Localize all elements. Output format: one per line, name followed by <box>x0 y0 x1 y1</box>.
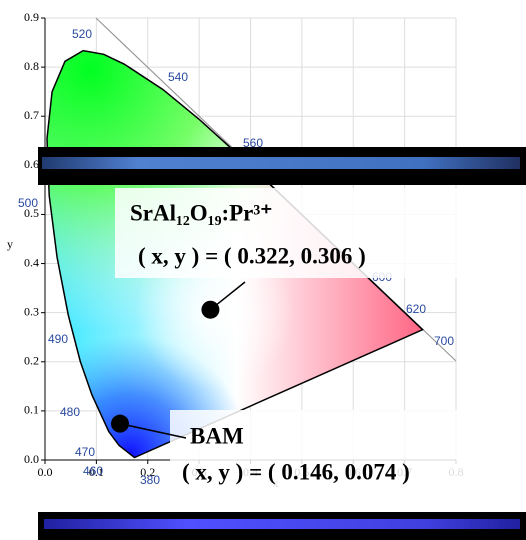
y-tick-label: 0.0 <box>24 452 39 466</box>
point <box>201 301 219 319</box>
wavelength-label: 500 <box>18 196 38 210</box>
chart: 0.00.10.20.30.40.50.60.70.80.00.10.20.30… <box>0 0 526 540</box>
wavelength-label: 540 <box>168 70 188 84</box>
y-tick-label: 0.4 <box>24 255 39 269</box>
wavelength-label: 620 <box>406 302 426 316</box>
wavelength-label: 490 <box>48 332 68 346</box>
y-tick-label: 0.9 <box>24 10 39 24</box>
y-tick-label: 0.6 <box>24 157 39 171</box>
y-tick-label: 0.7 <box>24 108 39 122</box>
x-tick-label: 0.0 <box>38 465 53 479</box>
point <box>111 415 129 433</box>
point-label: ( x, y ) = ( 0.146, 0.074 ) <box>182 459 410 484</box>
wavelength-label: 380 <box>140 473 160 487</box>
y-tick-label: 0.2 <box>24 354 39 368</box>
series-name: SrAl₁₂O₁₉:Pr³⁺ <box>130 200 272 225</box>
series-name: BAM <box>190 423 244 448</box>
y-tick-label: 0.3 <box>24 304 39 318</box>
wavelength-label: 470 <box>75 445 95 459</box>
glow-bottom <box>44 519 520 529</box>
point-label: ( x, y ) = ( 0.322, 0.306 ) <box>138 243 366 268</box>
y-tick-label: 0.8 <box>24 59 39 73</box>
wavelength-label: 460 <box>83 464 103 478</box>
glow-top <box>42 157 520 169</box>
wavelength-label: 520 <box>72 27 92 41</box>
wavelength-label: 480 <box>60 405 80 419</box>
y-tick-label: 0.1 <box>24 403 39 417</box>
wavelength-label: 700 <box>434 334 454 348</box>
y-axis-label: y <box>7 237 13 251</box>
